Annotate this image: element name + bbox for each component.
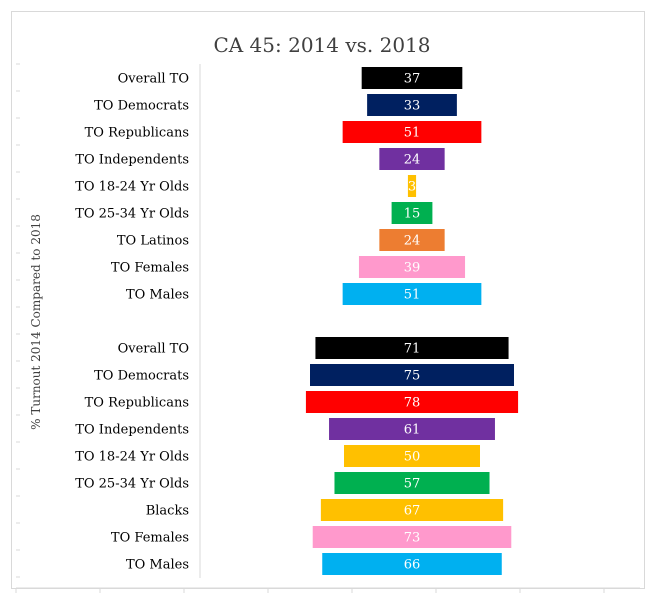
category-label: TO Males — [126, 288, 189, 303]
data-label: 50 — [404, 450, 421, 465]
category-label: TO Females — [111, 261, 189, 276]
data-label: 66 — [404, 558, 421, 573]
category-label: Blacks — [146, 504, 189, 519]
data-label: 78 — [404, 396, 421, 411]
bar — [391, 202, 433, 224]
bar — [344, 445, 480, 467]
bar — [367, 94, 457, 116]
category-label: TO 18-24 Yr Olds — [75, 180, 189, 195]
category-label: TO Republicans — [85, 126, 189, 141]
bar — [315, 337, 509, 359]
bar — [334, 472, 490, 494]
chart-frame — [11, 11, 645, 589]
category-label: TO Independents — [75, 423, 189, 438]
category-label: TO Republicans — [85, 396, 189, 411]
category-label: TO Democrats — [94, 369, 189, 384]
category-label: Overall TO — [118, 342, 189, 357]
category-label: Overall TO — [118, 72, 189, 87]
bar — [329, 418, 495, 440]
data-label: 15 — [404, 207, 421, 222]
category-label: TO Democrats — [94, 99, 189, 114]
category-label: TO 18-24 Yr Olds — [75, 450, 189, 465]
data-label: 71 — [404, 342, 421, 357]
data-label: 37 — [404, 72, 421, 87]
bar — [342, 283, 482, 305]
bar — [358, 256, 466, 278]
bars-layer: Overall TO 37 TO Democrats 33 TO Republicans… — [75, 67, 519, 575]
data-label: 24 — [404, 234, 421, 249]
bar — [361, 67, 463, 89]
bar — [379, 229, 445, 251]
category-label: TO 25-34 Yr Olds — [75, 477, 189, 492]
data-label: 33 — [404, 99, 421, 114]
x-axis-ticks — [15, 63, 605, 593]
bar — [379, 148, 445, 170]
category-label: TO Males — [126, 558, 189, 573]
category-label: TO Females — [111, 531, 189, 546]
bar — [342, 121, 482, 143]
data-label: 24 — [404, 153, 421, 168]
category-label: TO Latinos — [117, 234, 189, 249]
data-label: 61 — [404, 423, 421, 438]
data-label: 3 — [408, 180, 416, 195]
data-label: 75 — [404, 369, 421, 384]
data-label: 51 — [404, 288, 421, 303]
bar — [310, 364, 514, 386]
bar — [322, 553, 502, 575]
bar — [407, 175, 417, 197]
data-label: 39 — [404, 261, 421, 276]
category-label: TO 25-34 Yr Olds — [75, 207, 189, 222]
bar — [320, 499, 504, 521]
data-label: 73 — [404, 531, 421, 546]
y-axis-title: % Turnout 2014 Compared to 2018 — [29, 214, 43, 430]
category-label: TO Independents — [75, 153, 189, 168]
data-label: 51 — [404, 126, 421, 141]
data-label: 57 — [404, 477, 421, 492]
data-label: 67 — [404, 504, 421, 519]
bar — [312, 526, 512, 548]
chart-title: CA 45: 2014 vs. 2018 — [213, 33, 430, 57]
bar — [305, 391, 519, 413]
